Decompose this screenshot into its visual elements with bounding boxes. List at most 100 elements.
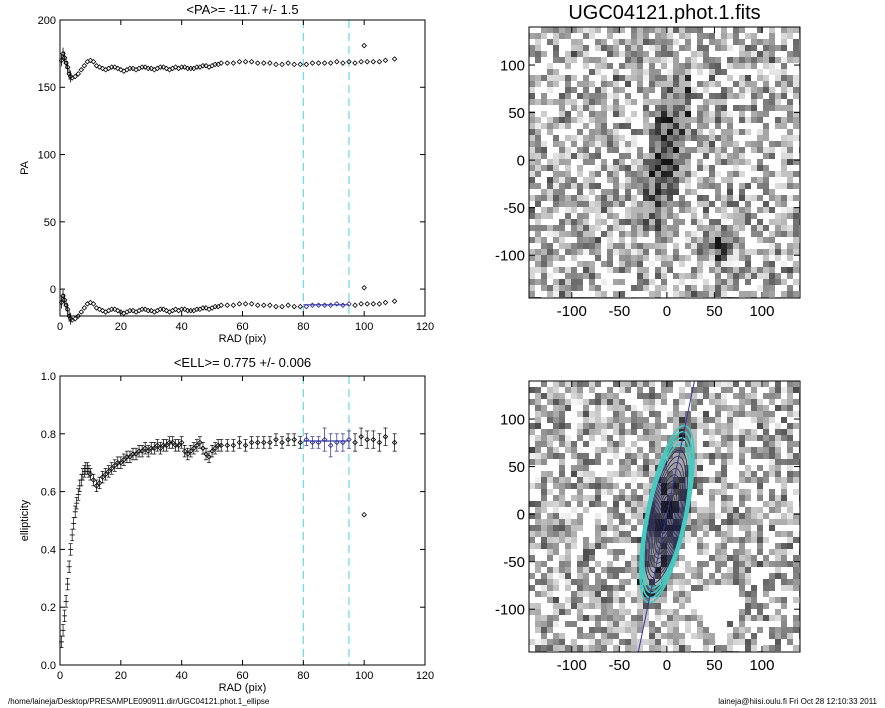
ell-point (376, 439, 383, 446)
pa-point (78, 67, 85, 73)
pa-point (303, 61, 310, 68)
pa-point (303, 303, 310, 310)
ell-point (297, 439, 304, 446)
ell-point (145, 448, 151, 454)
ell-point (382, 433, 389, 440)
x-tick-label: 40 (176, 321, 188, 333)
pa-point (327, 60, 334, 66)
pa-point (96, 64, 103, 70)
pa-point (291, 61, 297, 68)
x-tick-label: 50 (706, 303, 723, 320)
pa-point (273, 61, 279, 68)
pa-point (285, 302, 291, 309)
y-tick-label: 0.0 (41, 660, 56, 672)
plot-frame (528, 26, 801, 299)
pa-point (230, 60, 237, 66)
pa-point (130, 65, 136, 72)
ell-point (358, 433, 364, 440)
ell-point (334, 439, 340, 446)
pa-point (203, 305, 209, 311)
x-tick-label: 50 (706, 657, 723, 674)
pa-point (78, 309, 85, 315)
ell-point (364, 436, 370, 443)
x-tick-label: 120 (416, 321, 434, 333)
x-tick-label: 100 (749, 303, 774, 320)
pa-point (81, 305, 88, 311)
x-tick-label: 100 (355, 670, 373, 682)
y-tick-label: 0.2 (41, 602, 56, 614)
pa-point (90, 301, 97, 307)
y-tick-label: 100 (500, 57, 525, 74)
pa-point (254, 60, 261, 66)
ell-point (191, 445, 197, 452)
pa-point (203, 62, 209, 69)
ell-point (194, 442, 200, 449)
ell-point (188, 448, 194, 454)
pa-point (93, 62, 100, 69)
pa-point (236, 58, 243, 65)
ell-point (169, 439, 176, 446)
ell-panel: <ELL>= 0.775 +/- 0.006 RAD (pix) elliptici… (19, 355, 434, 694)
y-tick-label: -100 (495, 602, 525, 619)
ell-point (127, 454, 133, 460)
plot-frame (528, 380, 801, 653)
ell-point (87, 471, 94, 478)
pa-point (87, 299, 94, 306)
y-tick-label: 0.6 (41, 487, 56, 499)
pa-point (218, 60, 224, 66)
pa-point (172, 306, 179, 313)
pa-point (352, 302, 358, 309)
pa-point (261, 60, 267, 66)
pa-point (370, 301, 377, 307)
y-tick-label: 50 (508, 105, 525, 122)
pa-point (181, 306, 188, 313)
pa-point (230, 302, 237, 309)
ell-point (139, 448, 145, 454)
pa-point (309, 60, 316, 66)
pa-point (364, 58, 370, 65)
pa-point (75, 313, 82, 319)
pa-point (358, 301, 364, 307)
pa-point (297, 61, 304, 68)
ell-point (96, 480, 103, 486)
y-tick-label: 1.0 (41, 371, 56, 383)
ell-point (102, 471, 109, 478)
ell-point (218, 442, 224, 449)
ell-point (203, 451, 209, 457)
ell-point (99, 474, 106, 480)
ell-point (285, 436, 291, 443)
pa-point (346, 58, 352, 65)
ell-point (267, 439, 273, 446)
pa-point (118, 309, 124, 315)
pa-point (90, 58, 97, 65)
plot-frame (59, 375, 426, 666)
pa-point (188, 65, 194, 72)
ell-point (184, 451, 191, 457)
ell-point (291, 436, 297, 443)
ell-point (154, 442, 161, 449)
footer-user-timestamp: laineja@hiisi.oulu.fi Fri Oct 28 12:10:3… (718, 697, 877, 706)
y-tick-label: 200 (38, 15, 56, 27)
ell-point (108, 465, 115, 472)
pa-point (72, 73, 78, 80)
pa-point (224, 302, 231, 309)
y-tick-label: 0.8 (41, 429, 56, 441)
pa-point (96, 306, 103, 313)
ell-point (242, 442, 249, 449)
x-tick-label: 0 (57, 321, 63, 333)
contour-panel: -100 -50 0 50 100 -100 -50 0 50 100 (495, 380, 801, 674)
pa-point (111, 306, 118, 313)
pa-point (142, 64, 148, 70)
ell-point (142, 445, 148, 452)
pa-point (267, 60, 273, 66)
pa-point (181, 64, 188, 70)
footer-file-path: /home/laineja/Desktop/PRESAMPLE090911.di… (8, 697, 270, 706)
pa-point (248, 58, 255, 65)
image-panel: UGC04121.phot.1.fits -100 -50 0 50 100 -100 -50… (495, 2, 801, 320)
pa-point (111, 64, 118, 70)
pa-point (254, 302, 261, 309)
ell-title: <ELL>= 0.775 +/- 0.006 (174, 355, 311, 370)
ell-point (230, 442, 237, 449)
y-tick-label: 0 (517, 153, 525, 170)
